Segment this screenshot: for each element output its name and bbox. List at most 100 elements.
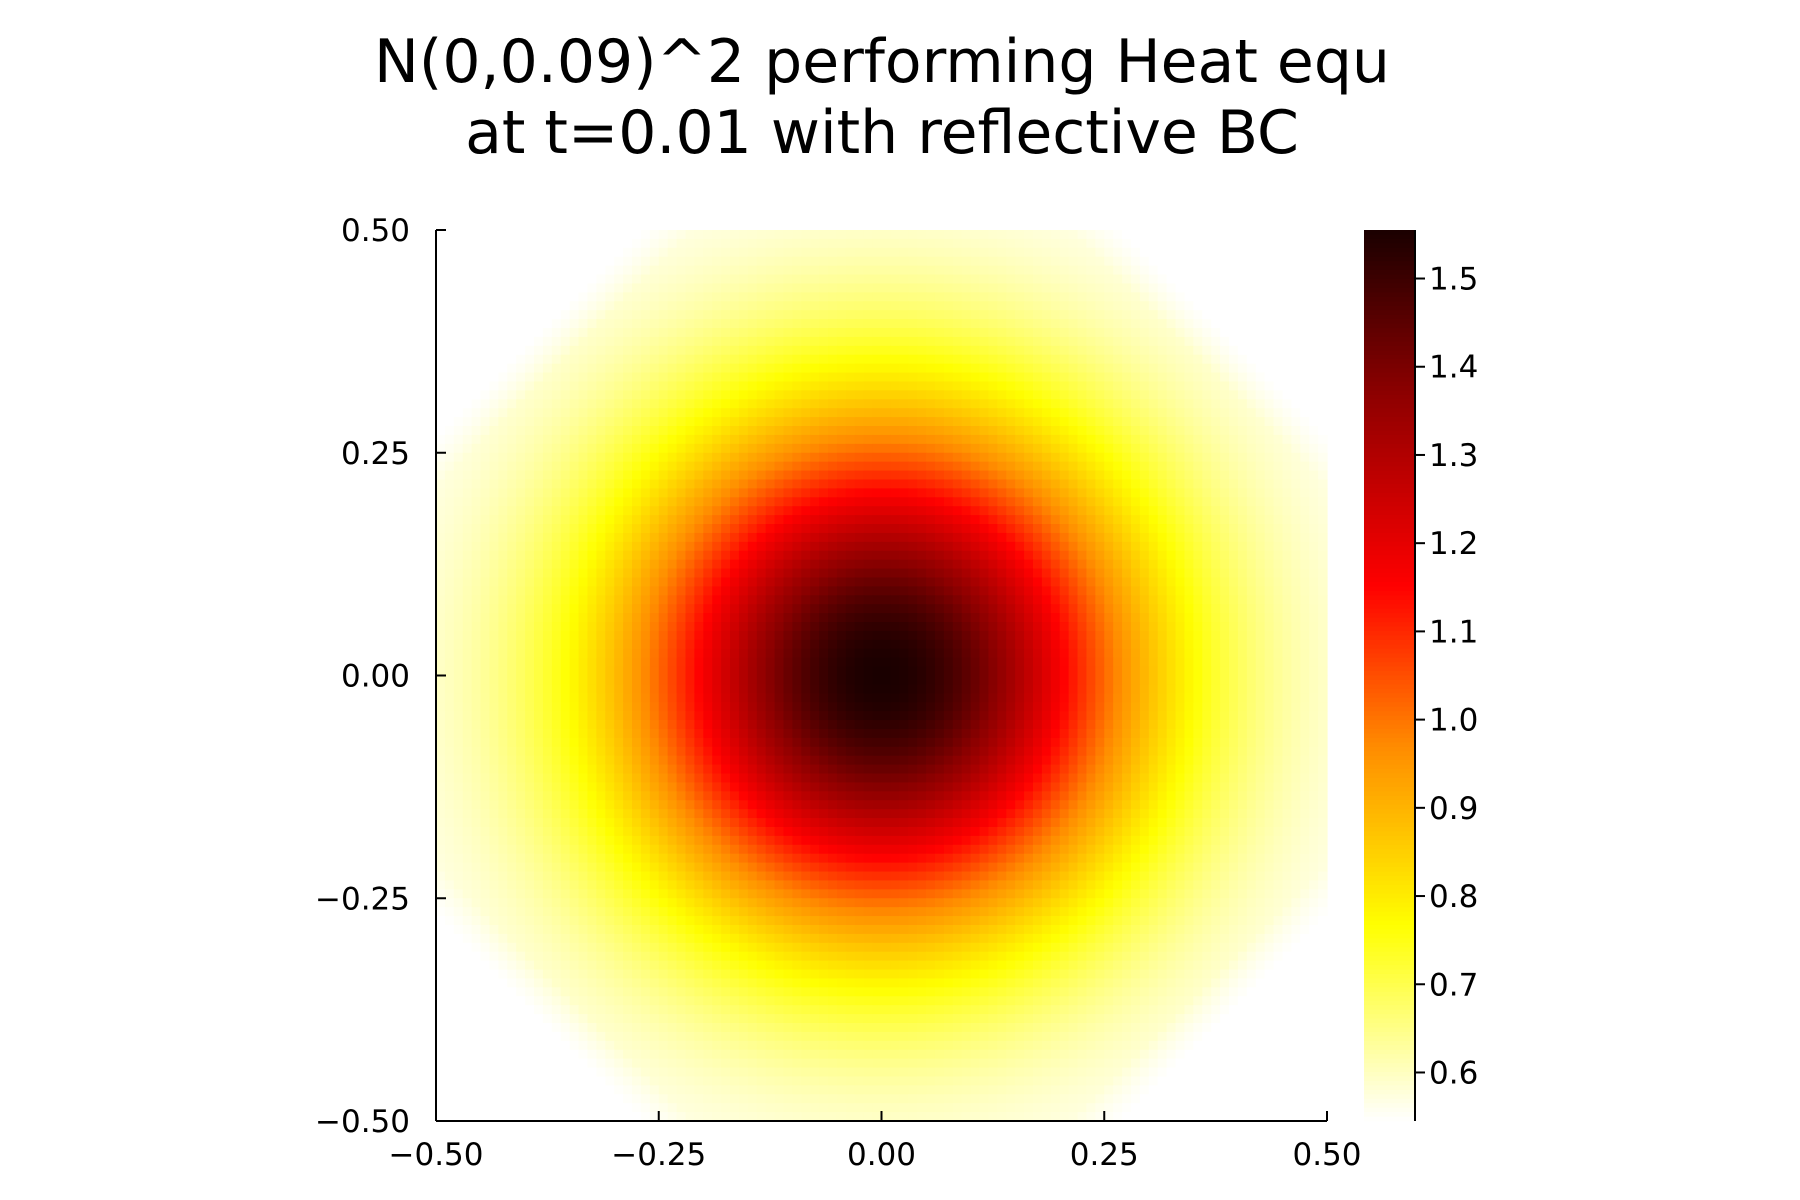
heatmap-cell xyxy=(819,452,829,463)
heatmap-cell xyxy=(721,639,731,650)
heatmap-cell xyxy=(1166,577,1177,587)
heatmap-cell xyxy=(534,345,544,356)
heatmap-cell xyxy=(810,345,820,356)
heatmap-cell xyxy=(578,426,589,436)
heatmap-cell xyxy=(997,265,1007,276)
heatmap-cell xyxy=(881,648,892,659)
heatmap-cell xyxy=(658,595,669,605)
heatmap-cell xyxy=(988,399,998,409)
heatmap-cell xyxy=(756,577,767,587)
heatmap-cell xyxy=(828,595,838,605)
heatmap-cell xyxy=(961,604,972,614)
heatmap-cell xyxy=(614,381,624,391)
heatmap-cell xyxy=(792,426,802,436)
heatmap-cell xyxy=(1237,622,1248,632)
heatmap-cell xyxy=(783,417,793,427)
heatmap-cell xyxy=(988,666,998,677)
heatmap-cell xyxy=(578,354,589,365)
heatmap-cell xyxy=(1211,319,1221,329)
heatmap-cell xyxy=(810,238,820,249)
heatmap-cell xyxy=(569,381,580,391)
heatmap-cell xyxy=(792,452,802,463)
heatmap-cell xyxy=(1255,461,1266,472)
heatmap-cell xyxy=(1086,328,1096,338)
heatmap-cell xyxy=(1077,559,1088,570)
heatmap-cell xyxy=(507,488,517,498)
heatmap-cell xyxy=(471,434,482,445)
heatmap-cell xyxy=(1318,408,1328,418)
heatmap-cell xyxy=(1015,622,1025,632)
heatmap-cell xyxy=(551,301,562,311)
heatmap-cell xyxy=(774,586,785,596)
heatmap-cell xyxy=(658,479,669,489)
heatmap-cell xyxy=(926,497,936,507)
heatmap-cell xyxy=(890,399,900,409)
heatmap-cell xyxy=(1211,470,1221,481)
heatmap-cell xyxy=(1282,452,1292,463)
heatmap-cell xyxy=(934,604,945,614)
heatmap-cell xyxy=(1122,630,1132,641)
heatmap-cell xyxy=(569,604,580,614)
heatmap-cell xyxy=(738,283,749,293)
heatmap-cell xyxy=(480,532,491,543)
heatmap-cell xyxy=(542,613,553,623)
heatmap-cell xyxy=(1068,372,1079,383)
heatmap-cell xyxy=(899,550,909,561)
heatmap-cell xyxy=(1006,363,1016,374)
heatmap-cell xyxy=(480,434,491,445)
heatmap-cell xyxy=(756,274,767,285)
heatmap-cell xyxy=(1264,639,1275,650)
heatmap-cell xyxy=(1309,532,1319,543)
heatmap-cell xyxy=(1246,497,1257,507)
heatmap-cell xyxy=(765,417,776,427)
heatmap-cell xyxy=(801,479,811,489)
heatmap-cell xyxy=(444,550,455,561)
heatmap-cell xyxy=(730,488,740,498)
heatmap-cell xyxy=(1122,479,1132,489)
heatmap-cell xyxy=(1122,452,1132,463)
heatmap-cell xyxy=(926,613,936,623)
heatmap-cell xyxy=(534,559,544,570)
heatmap-cell xyxy=(1157,639,1168,650)
heatmap-cell xyxy=(819,648,829,659)
heatmap-cell xyxy=(560,354,571,365)
heatmap-cell xyxy=(685,381,695,391)
heatmap-cell xyxy=(1122,613,1132,623)
heatmap-cell xyxy=(863,639,874,650)
heatmap-cell xyxy=(970,256,981,267)
heatmap-cell xyxy=(703,328,713,338)
heatmap-cell xyxy=(961,230,972,240)
heatmap-cell xyxy=(1104,586,1114,596)
heatmap-cell xyxy=(1077,630,1088,641)
heatmap-cell xyxy=(863,301,874,311)
heatmap-cell xyxy=(1264,515,1275,525)
heatmap-cell xyxy=(1237,657,1248,668)
heatmap-cell xyxy=(774,595,785,605)
heatmap-cell xyxy=(943,230,954,240)
heatmap-cell xyxy=(551,506,562,516)
heatmap-cell xyxy=(560,345,571,356)
heatmap-cell xyxy=(436,265,446,276)
heatmap-cell xyxy=(596,363,606,374)
heatmap-cell xyxy=(578,532,589,543)
heatmap-cell xyxy=(1157,230,1168,240)
heatmap-cell xyxy=(1193,390,1203,400)
heatmap-cell xyxy=(1139,479,1150,489)
heatmap-cell xyxy=(934,417,945,427)
heatmap-cell xyxy=(1130,559,1141,570)
heatmap-cell xyxy=(783,408,793,418)
heatmap-cell xyxy=(578,390,589,400)
heatmap-cell xyxy=(560,532,571,543)
heatmap-cell xyxy=(730,577,740,587)
heatmap-cell xyxy=(899,506,909,516)
heatmap-cell xyxy=(551,230,562,240)
heatmap-cell xyxy=(819,363,829,374)
heatmap-cell xyxy=(1050,541,1061,552)
heatmap-cell xyxy=(1015,604,1025,614)
heatmap-cell xyxy=(810,372,820,383)
heatmap-cell xyxy=(890,648,900,659)
heatmap-cell xyxy=(462,399,473,409)
heatmap-cell xyxy=(970,274,981,285)
heatmap-cell xyxy=(721,524,731,534)
heatmap-cell xyxy=(489,336,499,347)
